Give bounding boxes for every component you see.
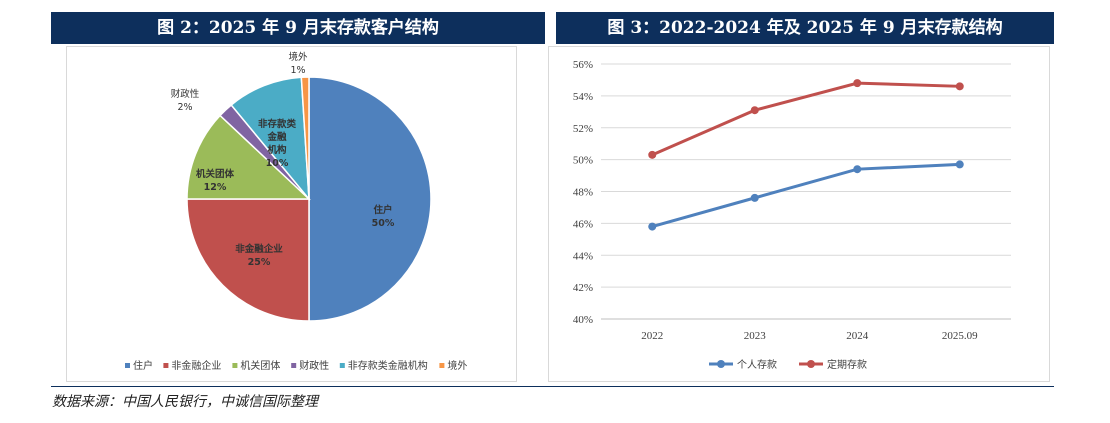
pie-chart: 住户 50% 非金融企业 25% 机关团体 12% 财政性 2% 非存款类金融机构 10% 境外 1%… bbox=[125, 51, 467, 372]
pie-legend-swatch-5 bbox=[439, 363, 445, 368]
series-line-1 bbox=[651, 81, 960, 157]
series-0-point-3 bbox=[955, 160, 964, 169]
x-tick-3: 2025.09 bbox=[942, 330, 978, 342]
pie-label-4: 非存款类金融机构 10% bbox=[258, 118, 297, 169]
pie-legend-swatch-3 bbox=[291, 363, 297, 368]
x-tick-2: 2024 bbox=[846, 330, 869, 342]
legend-label-0: 个人存款 bbox=[737, 358, 777, 371]
series-1-point-0 bbox=[648, 150, 657, 159]
pie-legend-swatch-2 bbox=[232, 363, 238, 368]
x-tick-1: 2023 bbox=[744, 330, 767, 342]
y-tick-2: 44% bbox=[573, 250, 593, 262]
y-tick-5: 50% bbox=[573, 155, 593, 167]
pie-slice-5 bbox=[300, 76, 310, 200]
pie-label-0: 住户 50% bbox=[372, 204, 395, 229]
series-1-point-3 bbox=[955, 82, 964, 91]
pie-chart-area: 住户 50% 非金融企业 25% 机关团体 12% 财政性 2% 非存款类金融机构 10% 境外 1%… bbox=[66, 46, 517, 382]
pie-label-1: 非金融企业 25% bbox=[235, 243, 283, 268]
pie-legend-label-5: 境外 bbox=[447, 359, 467, 372]
legend-marker-1 bbox=[807, 360, 815, 368]
pie-label-2: 机关团体 12% bbox=[196, 168, 235, 193]
series-0-point-1 bbox=[750, 193, 759, 202]
pie-label-3: 财政性 2% bbox=[171, 88, 200, 113]
source-note: 数据来源：中国人民银行，中诚信国际整理 bbox=[52, 394, 318, 410]
series-0-point-2 bbox=[853, 165, 862, 174]
pie-label-5: 境外 1% bbox=[288, 51, 308, 76]
series-1-point-1 bbox=[750, 106, 759, 115]
y-tick-8: 56% bbox=[573, 59, 593, 71]
pie-slice-1 bbox=[186, 198, 310, 322]
y-tick-3: 46% bbox=[573, 218, 593, 230]
pie-legend-swatch-1 bbox=[163, 363, 169, 368]
y-tick-1: 42% bbox=[573, 282, 593, 294]
pie-slice-2 bbox=[186, 114, 311, 200]
pie-legend-label-3: 财政性 bbox=[299, 359, 329, 372]
pie-legend-label-2: 机关团体 bbox=[240, 359, 280, 372]
line-chart-area: 40% 42% 44% 46% 48% 50% 52% 54% 56% 2022 2023 2024 2… bbox=[548, 46, 1050, 382]
x-tick-0: 2022 bbox=[641, 330, 663, 342]
y-tick-6: 52% bbox=[573, 123, 593, 135]
pie-slice-0 bbox=[308, 76, 432, 322]
pie-legend-label-0: 住户 bbox=[133, 359, 153, 372]
pie-legend-swatch-0 bbox=[125, 363, 130, 368]
pie-slice-4 bbox=[230, 76, 310, 202]
y-tick-7: 54% bbox=[573, 91, 593, 103]
y-tick-4: 48% bbox=[573, 187, 593, 199]
series-line-0 bbox=[651, 162, 960, 229]
series-0-point-0 bbox=[648, 222, 657, 231]
line-chart: 40% 42% 44% 46% 48% 50% 52% 54% 56% 2022 2023 2024 2… bbox=[573, 59, 1011, 371]
footer-rule bbox=[51, 386, 1054, 387]
y-tick-0: 40% bbox=[573, 314, 593, 326]
pie-chart-title: 图 2：2025 年 9 月末存款客户结构 bbox=[51, 12, 545, 44]
legend-label-1: 定期存款 bbox=[827, 358, 867, 371]
pie-legend-label-1: 非金融企业 bbox=[171, 359, 221, 372]
legend-marker-0 bbox=[717, 360, 725, 368]
series-1-point-2 bbox=[853, 79, 862, 88]
pie-legend-swatch-4 bbox=[339, 363, 345, 368]
pie-legend-label-4: 非存款类金融机构 bbox=[348, 359, 428, 372]
line-chart-title: 图 3：2022-2024 年及 2025 年 9 月末存款结构 bbox=[556, 12, 1054, 44]
